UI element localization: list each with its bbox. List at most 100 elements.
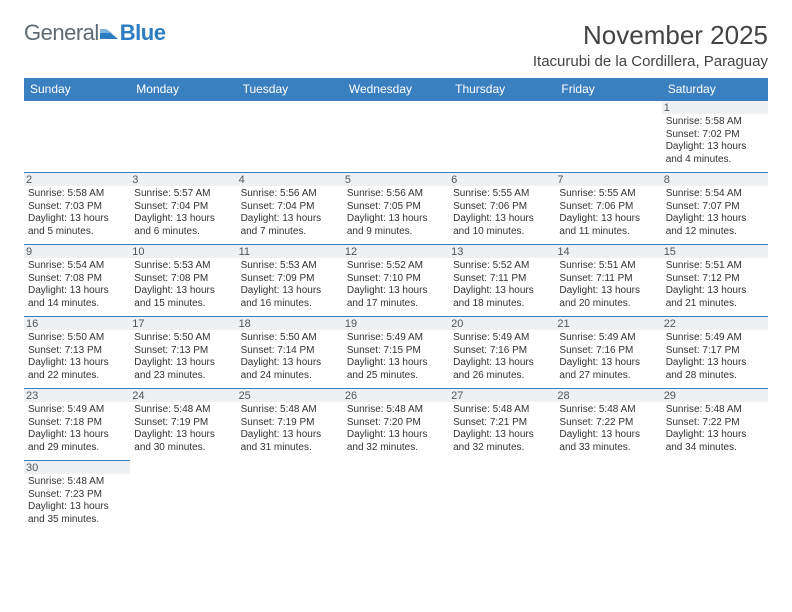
calendar-cell: 24Sunrise: 5:48 AMSunset: 7:19 PMDayligh… — [130, 389, 236, 461]
sunrise-line-value: 5:48 AM — [280, 404, 317, 415]
sunset-line-label: Sunset: — [453, 273, 490, 284]
daylight-line: Daylight: 13 hours and 15 minutes. — [134, 285, 232, 310]
calendar-cell-empty — [24, 101, 130, 173]
sunrise-line-label: Sunrise: — [453, 260, 492, 271]
sunrise-line: Sunrise: 5:52 AM — [347, 260, 445, 273]
day-number: 28 — [555, 389, 661, 402]
calendar-cell: 6Sunrise: 5:55 AMSunset: 7:06 PMDaylight… — [449, 173, 555, 245]
day-number: 4 — [237, 173, 343, 186]
day-number: 20 — [449, 317, 555, 330]
sunset-line-value: 7:12 PM — [702, 273, 739, 284]
sunrise-line-value: 5:57 AM — [174, 188, 211, 199]
sunrise-line-value: 5:50 AM — [67, 332, 104, 343]
day-number: 6 — [449, 173, 555, 186]
sunset-line-value: 7:09 PM — [277, 273, 314, 284]
sunrise-line-label: Sunrise: — [559, 260, 598, 271]
calendar-cell: 2Sunrise: 5:58 AMSunset: 7:03 PMDaylight… — [24, 173, 130, 245]
daylight-line: Daylight: 13 hours and 14 minutes. — [28, 285, 126, 310]
day-number: 10 — [130, 245, 236, 258]
sunset-line-label: Sunset: — [134, 345, 171, 356]
sunrise-line-value: 5:54 AM — [67, 260, 104, 271]
sunset-line-value: 7:19 PM — [171, 417, 208, 428]
sunset-line-label: Sunset: — [241, 417, 278, 428]
sunset-line-value: 7:08 PM — [65, 273, 102, 284]
sunrise-line-label: Sunrise: — [241, 404, 280, 415]
sunrise-line: Sunrise: 5:48 AM — [559, 404, 657, 417]
sunset-line-value: 7:20 PM — [384, 417, 421, 428]
sunset-line: Sunset: 7:08 PM — [134, 273, 232, 286]
calendar-cell: 3Sunrise: 5:57 AMSunset: 7:04 PMDaylight… — [130, 173, 236, 245]
sunrise-line-value: 5:52 AM — [493, 260, 530, 271]
calendar-cell: 26Sunrise: 5:48 AMSunset: 7:20 PMDayligh… — [343, 389, 449, 461]
daylight-line: Daylight: 13 hours and 16 minutes. — [241, 285, 339, 310]
day-number: 13 — [449, 245, 555, 258]
calendar-cell-empty — [449, 461, 555, 533]
sunrise-line-label: Sunrise: — [28, 260, 67, 271]
sunset-line-label: Sunset: — [28, 489, 65, 500]
sunset-line: Sunset: 7:02 PM — [666, 129, 764, 142]
sunset-line-value: 7:13 PM — [171, 345, 208, 356]
day-info: Sunrise: 5:48 AMSunset: 7:23 PMDaylight:… — [28, 476, 126, 526]
sunrise-line-label: Sunrise: — [241, 260, 280, 271]
sunrise-line-label: Sunrise: — [134, 404, 173, 415]
sunrise-line-value: 5:50 AM — [174, 332, 211, 343]
sunset-line: Sunset: 7:09 PM — [241, 273, 339, 286]
sunset-line-value: 7:17 PM — [702, 345, 739, 356]
sunrise-line-value: 5:58 AM — [705, 116, 742, 127]
calendar-cell: 29Sunrise: 5:48 AMSunset: 7:22 PMDayligh… — [662, 389, 768, 461]
sunrise-line-value: 5:48 AM — [67, 476, 104, 487]
daylight-line: Daylight: 13 hours and 32 minutes. — [347, 429, 445, 454]
sunrise-line-value: 5:56 AM — [386, 188, 423, 199]
sunrise-line-label: Sunrise: — [347, 332, 386, 343]
daylight-line-label: Daylight: — [347, 357, 389, 368]
sunrise-line: Sunrise: 5:49 AM — [347, 332, 445, 345]
sunset-line-value: 7:18 PM — [65, 417, 102, 428]
daylight-line-label: Daylight: — [347, 213, 389, 224]
calendar-cell-empty — [449, 101, 555, 173]
sunset-line-label: Sunset: — [347, 273, 384, 284]
sunrise-line-label: Sunrise: — [559, 188, 598, 199]
day-number: 30 — [24, 461, 130, 474]
sunset-line: Sunset: 7:13 PM — [28, 345, 126, 358]
daylight-line-label: Daylight: — [666, 429, 708, 440]
sunset-line: Sunset: 7:08 PM — [28, 273, 126, 286]
sunrise-line-label: Sunrise: — [28, 188, 67, 199]
sunset-line-value: 7:10 PM — [384, 273, 421, 284]
daylight-line: Daylight: 13 hours and 6 minutes. — [134, 213, 232, 238]
day-info: Sunrise: 5:58 AMSunset: 7:03 PMDaylight:… — [28, 188, 126, 238]
sunset-line-label: Sunset: — [28, 273, 65, 284]
sunrise-line-label: Sunrise: — [347, 188, 386, 199]
day-number: 22 — [662, 317, 768, 330]
sunrise-line: Sunrise: 5:55 AM — [453, 188, 551, 201]
daylight-line: Daylight: 13 hours and 22 minutes. — [28, 357, 126, 382]
weekday-header: Friday — [555, 78, 661, 101]
sunrise-line-value: 5:54 AM — [705, 188, 742, 199]
sunset-line-label: Sunset: — [347, 201, 384, 212]
day-number: 15 — [662, 245, 768, 258]
sunset-line-value: 7:19 PM — [277, 417, 314, 428]
calendar-cell-empty — [555, 101, 661, 173]
sunset-line-label: Sunset: — [666, 417, 703, 428]
sunrise-line-label: Sunrise: — [559, 332, 598, 343]
calendar-cell: 1Sunrise: 5:58 AMSunset: 7:02 PMDaylight… — [662, 101, 768, 173]
daylight-line-label: Daylight: — [347, 429, 389, 440]
calendar-cell: 20Sunrise: 5:49 AMSunset: 7:16 PMDayligh… — [449, 317, 555, 389]
sunset-line-label: Sunset: — [559, 417, 596, 428]
sunrise-line: Sunrise: 5:55 AM — [559, 188, 657, 201]
day-number: 7 — [555, 173, 661, 186]
sunset-line-value: 7:13 PM — [65, 345, 102, 356]
logo-text-general: General — [24, 20, 99, 46]
calendar-cell: 28Sunrise: 5:48 AMSunset: 7:22 PMDayligh… — [555, 389, 661, 461]
sunrise-line: Sunrise: 5:58 AM — [28, 188, 126, 201]
sunset-line-value: 7:21 PM — [490, 417, 527, 428]
daylight-line: Daylight: 13 hours and 30 minutes. — [134, 429, 232, 454]
sunset-line: Sunset: 7:19 PM — [134, 417, 232, 430]
calendar-table: SundayMondayTuesdayWednesdayThursdayFrid… — [24, 78, 768, 533]
sunset-line: Sunset: 7:16 PM — [453, 345, 551, 358]
sunrise-line: Sunrise: 5:53 AM — [241, 260, 339, 273]
daylight-line: Daylight: 13 hours and 33 minutes. — [559, 429, 657, 454]
sunset-line-label: Sunset: — [453, 417, 490, 428]
sunrise-line: Sunrise: 5:56 AM — [241, 188, 339, 201]
calendar-cell: 22Sunrise: 5:49 AMSunset: 7:17 PMDayligh… — [662, 317, 768, 389]
sunrise-line: Sunrise: 5:52 AM — [453, 260, 551, 273]
